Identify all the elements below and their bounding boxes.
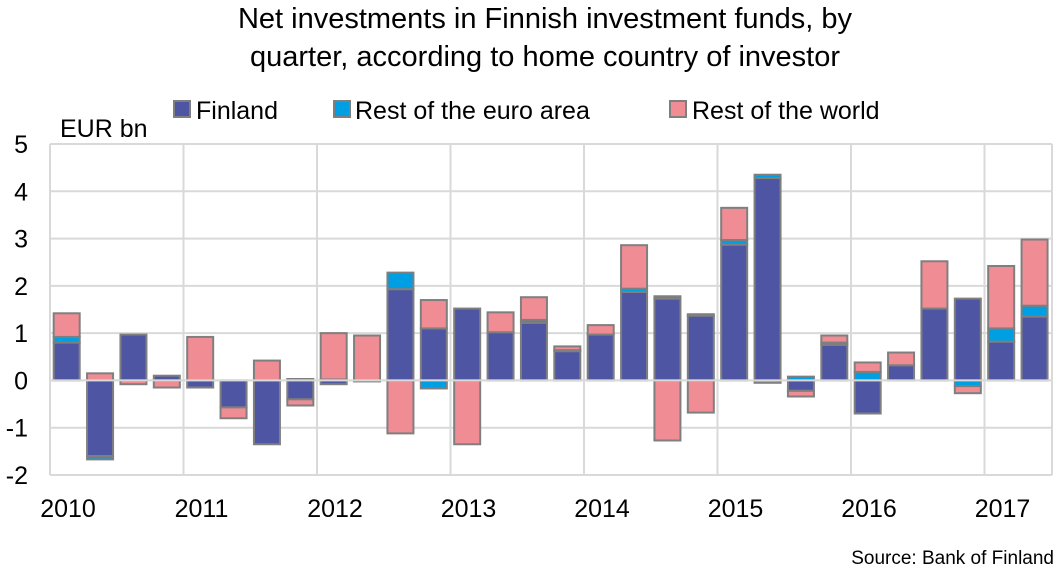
bar-finland-2015Q3 (786, 379, 815, 392)
x-tick-label: 2017 (975, 495, 1031, 523)
bar-rest-of-the-euro-area-2014Q3 (653, 295, 682, 300)
y-tick-labels: 5 4 3 2 1 0 -1 -2 (6, 131, 28, 490)
bar-rest-of-the-world-2012Q1 (319, 332, 348, 381)
bar-finland-2011Q3 (252, 379, 281, 446)
bar-finland-2013Q4 (553, 350, 582, 382)
bar-rest-of-the-world-2014Q1 (586, 324, 615, 336)
bar-rest-of-the-world-2013Q4 (553, 345, 582, 352)
bar-rest-of-the-world-2013Q1 (453, 379, 482, 446)
bar-rest-of-the-euro-area-2014Q4 (686, 313, 715, 317)
legend: Finland Rest of the euro area Rest of th… (173, 97, 880, 125)
y-tick-label: 2 (14, 273, 28, 301)
bar-rest-of-the-world-2013Q3 (519, 296, 548, 321)
bar-finland-2016Q3 (920, 307, 949, 382)
chart-title-line-2: quarter, according to home country of in… (250, 41, 840, 73)
bar-rest-of-the-euro-area-2012Q4 (419, 379, 448, 390)
bar-rest-of-the-euro-area-2017Q2 (1020, 304, 1049, 318)
y-tick-label: 5 (14, 131, 28, 159)
bar-rest-of-the-euro-area-2017Q1 (987, 327, 1016, 343)
bar-rest-of-the-world-2015Q1 (720, 206, 749, 241)
x-tick-label: 2010 (40, 495, 96, 523)
bar-finland-2017Q2 (1020, 315, 1049, 382)
bar-finland-2013Q3 (519, 321, 548, 382)
bar-finland-2016Q2 (887, 364, 916, 382)
bar-rest-of-the-euro-area-2015Q2 (753, 173, 782, 180)
bar-rest-of-the-world-2015Q3 (786, 389, 815, 398)
bar-finland-2010Q2 (86, 379, 115, 458)
bar-rest-of-the-world-2015Q4 (820, 334, 849, 344)
bar-finland-2015Q2 (753, 177, 782, 382)
bar-finland-2013Q2 (486, 331, 515, 382)
y-axis-label: EUR bn (60, 115, 148, 143)
bar-finland-2017Q1 (987, 340, 1016, 382)
bar-rest-of-the-world-2011Q1 (186, 335, 215, 382)
bar-rest-of-the-world-2010Q1 (52, 312, 81, 338)
x-tick-label: 2015 (708, 495, 764, 523)
bar-rest-of-the-world-2016Q2 (887, 351, 916, 367)
y-tick-label: 1 (14, 320, 28, 348)
bar-rest-of-the-world-2012Q3 (386, 379, 415, 435)
legend-swatch-euro-area (333, 100, 351, 118)
y-tick-label: 0 (14, 367, 28, 395)
legend-label-finland: Finland (196, 97, 278, 125)
bar-rest-of-the-world-2011Q3 (252, 359, 281, 382)
x-tick-labels: 2010 2011 2012 2013 2014 2015 2016 2017 (40, 495, 1030, 523)
y-tick-label: -1 (6, 415, 28, 443)
grid (49, 143, 1053, 476)
bar-rest-of-the-world-2016Q4 (953, 385, 982, 395)
bar-finland-2012Q3 (386, 288, 415, 382)
legend-swatch-finland (173, 100, 191, 118)
bar-finland-2012Q4 (419, 327, 448, 382)
bar-finland-2011Q4 (286, 379, 315, 401)
bar-rest-of-the-world-2011Q2 (219, 406, 248, 420)
chart-title-line-1: Net investments in Finnish investment fu… (238, 3, 853, 35)
bar-rest-of-the-world-2011Q4 (286, 398, 315, 407)
bar-rest-of-the-world-2016Q1 (853, 361, 882, 373)
bar-finland-2016Q4 (953, 297, 982, 382)
bar-rest-of-the-world-2017Q1 (987, 264, 1016, 330)
source-note: Source: Bank of Finland (851, 548, 1054, 569)
bar-finland-2010Q1 (52, 341, 81, 382)
bar-finland-2013Q1 (453, 307, 482, 382)
bar-finland-2015Q4 (820, 343, 849, 382)
legend-label-world: Rest of the world (692, 97, 880, 125)
y-tick-label: 3 (14, 226, 28, 254)
x-tick-label: 2013 (441, 495, 497, 523)
bar-finland-2015Q1 (720, 243, 749, 382)
bar-rest-of-the-world-2012Q4 (419, 299, 448, 330)
x-tick-label: 2016 (841, 495, 897, 523)
y-tick-label: -2 (6, 462, 28, 490)
bar-rest-of-the-euro-area-2010Q2 (86, 455, 115, 461)
bar-rest-of-the-euro-area-2012Q3 (386, 271, 415, 291)
bar-rest-of-the-world-2014Q3 (653, 379, 682, 442)
legend-label-euro-area: Rest of the euro area (355, 97, 590, 125)
bar-finland-2011Q2 (219, 379, 248, 409)
bar-rest-of-the-world-2012Q2 (353, 334, 382, 382)
bar-finland-2016Q1 (853, 379, 882, 415)
bar-finland-2011Q1 (186, 379, 215, 389)
bar-rest-of-the-world-2014Q2 (620, 244, 649, 290)
bar-rest-of-the-world-2014Q4 (686, 379, 715, 414)
bar-rest-of-the-euro-area-2016Q1 (853, 370, 882, 382)
bar-rest-of-the-world-2010Q2 (86, 372, 115, 382)
legend-swatch-world (669, 100, 687, 118)
bars (50, 173, 1052, 461)
bar-rest-of-the-world-2016Q3 (920, 260, 949, 310)
bar-finland-2014Q4 (686, 314, 715, 382)
bar-finland-2010Q3 (119, 333, 148, 382)
x-tick-label: 2011 (175, 495, 229, 523)
bar-finland-2014Q1 (586, 333, 615, 382)
y-tick-label: 4 (14, 178, 28, 206)
bar-finland-2014Q3 (653, 297, 682, 382)
bar-rest-of-the-world-2010Q4 (152, 379, 181, 389)
bar-rest-of-the-world-2013Q2 (486, 311, 515, 334)
bar-rest-of-the-world-2017Q2 (1020, 238, 1049, 307)
x-tick-label: 2012 (307, 495, 363, 523)
x-tick-label: 2014 (574, 495, 630, 523)
bar-finland-2014Q2 (620, 291, 649, 382)
